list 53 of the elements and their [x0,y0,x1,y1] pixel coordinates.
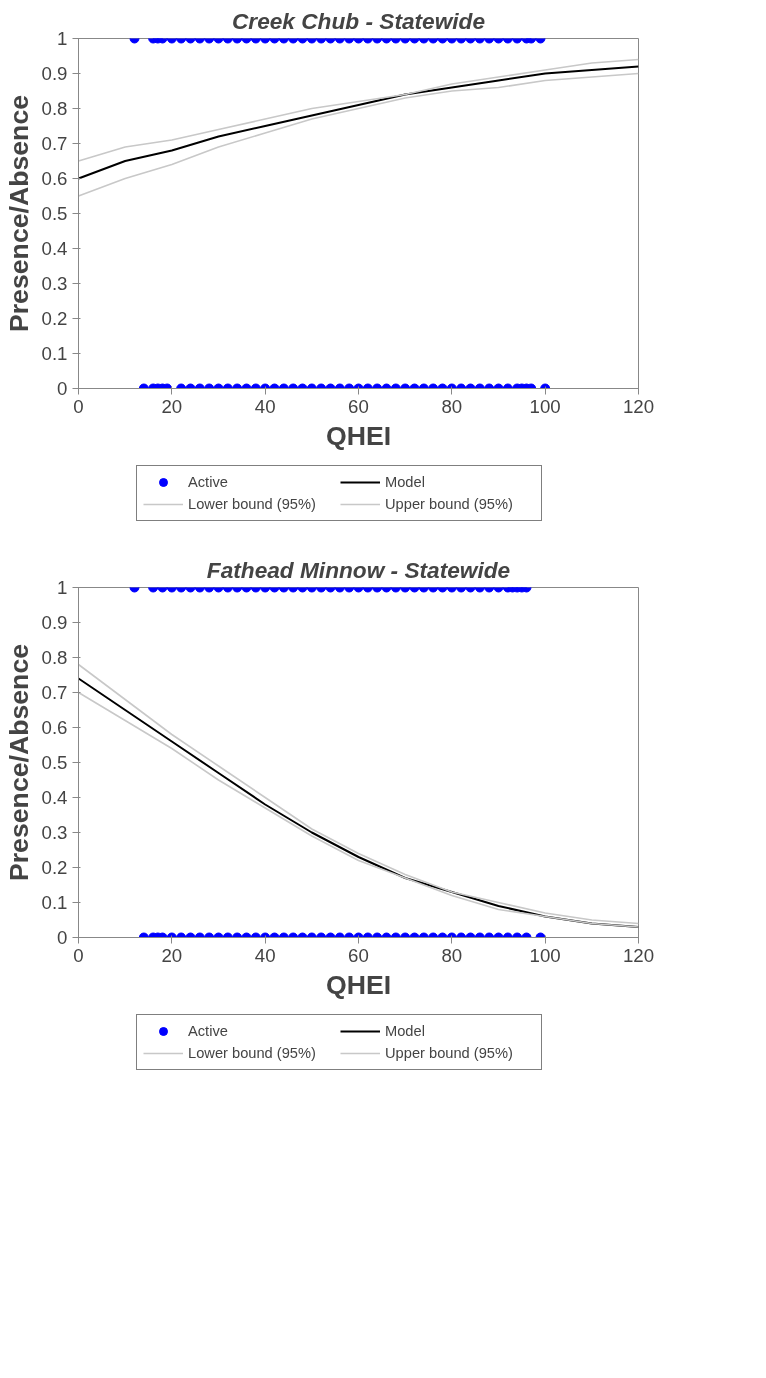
y-tick-label: 0.7 [41,682,68,703]
y-tick-label: 0.4 [41,787,68,808]
legend-label: Lower bound (95%) [188,496,317,512]
x-tick-label: 40 [254,944,276,966]
x-axis-title: QHEI [325,969,392,1000]
x-tick-label: 20 [161,944,183,966]
y-tick-label: 0.8 [41,98,68,119]
y-axis-title: Presence/Absence [3,643,34,882]
legend-label: Lower bound (95%) [188,1045,317,1061]
chart-title: Fathead Minnow - Statewide [206,556,511,583]
y-tick-label: 1 [57,577,68,598]
line-series [78,58,639,162]
line-series [78,65,639,180]
legend-label: Active [188,474,229,490]
x-tick-label: 120 [622,395,655,417]
x-tick-label: 60 [348,395,369,417]
legend-label: Upper bound (95%) [385,1045,514,1061]
y-tick-label: 0.2 [41,308,68,329]
x-tick-label: 60 [348,944,369,966]
y-tick-label: 0.6 [41,168,68,189]
chart-title: Creek Chub - Statewide [231,7,486,34]
x-tick-label: 20 [161,395,183,417]
line-series [78,72,639,197]
x-tick-label: 80 [441,944,463,966]
y-axis-title: Presence/Absence [3,94,34,333]
x-tick-label: 100 [529,395,561,417]
x-axis-title: QHEI [325,420,392,451]
y-tick-label: 0.4 [41,238,68,259]
legend-label: Upper bound (95%) [385,496,514,512]
legend-label: Active [188,1023,229,1039]
y-tick-label: 1 [57,28,68,49]
x-tick-label: 80 [441,395,463,417]
y-tick-label: 0.2 [41,857,68,878]
y-tick-label: 0.7 [41,133,68,154]
y-tick-label: 0.8 [41,647,68,668]
y-tick-label: 0.1 [41,343,68,364]
y-tick-label: 0.1 [41,892,68,913]
x-tick-label: 120 [622,944,655,966]
y-tick-label: 0.5 [41,203,68,224]
y-tick-label: 0 [57,927,68,948]
x-tick-label: 40 [254,395,276,417]
y-tick-label: 0.3 [41,273,68,294]
y-tick-label: 0.6 [41,717,68,738]
x-tick-label: 0 [73,395,84,417]
y-tick-label: 0.9 [41,612,68,633]
x-tick-label: 0 [73,944,84,966]
y-tick-label: 0.9 [41,63,68,84]
x-tick-label: 100 [529,944,561,966]
y-tick-label: 0.3 [41,822,68,843]
legend-label: Model [385,474,426,490]
y-tick-label: 0.5 [41,752,68,773]
y-tick-label: 0 [57,378,68,399]
legend-label: Model [385,1023,426,1039]
